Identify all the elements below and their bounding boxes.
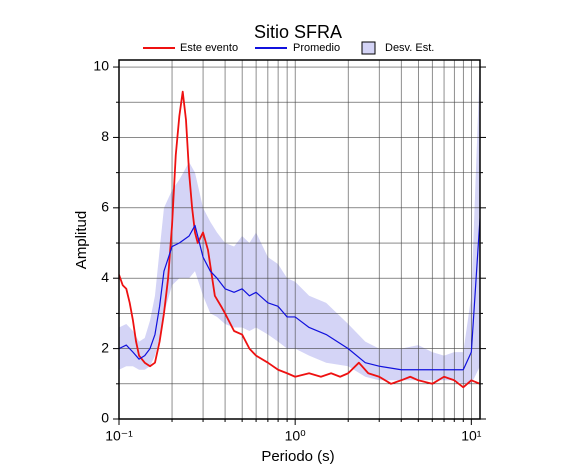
y-tick-label: 2 (101, 339, 109, 355)
series-line (119, 90, 480, 389)
legend-swatch (361, 41, 376, 55)
y-tick-label: 6 (101, 199, 109, 215)
legend-label: Desv. Est. (385, 42, 434, 54)
std-band (119, 60, 480, 384)
x-tick-label: 10⁻¹ (105, 428, 133, 444)
x-tick-label: 10¹ (461, 428, 482, 444)
y-tick-label: 10 (93, 58, 109, 74)
grid-layer (113, 60, 486, 425)
band-layer (119, 60, 480, 384)
x-axis-label: Periodo (s) (261, 448, 334, 465)
legend: Este evento Promedio Desv. Est. (143, 41, 434, 55)
plot-frame (118, 59, 481, 420)
y-tick-label: 0 (101, 410, 109, 426)
series-line (119, 218, 480, 371)
y-axis-label: Amplitud (73, 211, 90, 269)
y-tick-label: 4 (101, 269, 109, 285)
x-tick-label: 10⁰ (285, 428, 307, 444)
line-layer (119, 90, 480, 389)
chart-title: Sitio SFRA (254, 22, 342, 42)
legend-label: Este evento (180, 42, 238, 54)
legend-label: Promedio (293, 42, 340, 54)
y-tick-label: 8 (101, 128, 109, 144)
